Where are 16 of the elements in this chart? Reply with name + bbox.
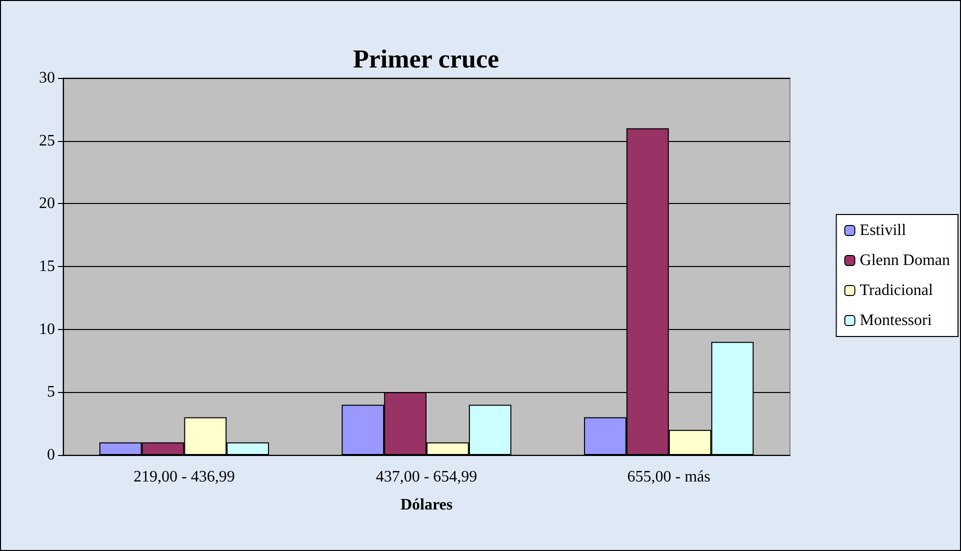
legend-label: Montessori bbox=[860, 312, 932, 329]
chart-title: Primer cruce bbox=[352, 44, 500, 74]
y-tick-label: 30 bbox=[39, 70, 55, 86]
y-tick-label: 10 bbox=[39, 320, 55, 338]
y-tick-label: 25 bbox=[39, 132, 55, 150]
x-tick-label: 437,00 - 654,99 bbox=[376, 468, 478, 486]
legend-label: Estivill bbox=[860, 222, 907, 239]
x-axis-title: Dólares bbox=[400, 496, 453, 514]
x-tick-label: 655,00 - más bbox=[627, 468, 710, 486]
legend-label: Tradicional bbox=[860, 282, 934, 299]
legend-label: Glenn Doman bbox=[860, 252, 950, 269]
y-tick-label: 20 bbox=[39, 195, 55, 212]
y-tick-label: 15 bbox=[39, 258, 55, 275]
y-tick-label: 0 bbox=[47, 446, 55, 464]
y-tick-label: 5 bbox=[47, 384, 55, 401]
x-tick-label: 219,00 - 436,99 bbox=[134, 468, 235, 486]
